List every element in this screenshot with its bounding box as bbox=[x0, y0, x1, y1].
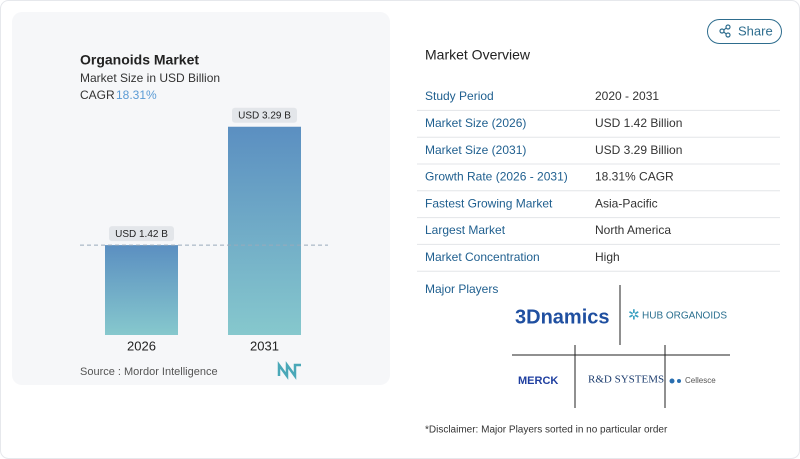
share-icon bbox=[719, 24, 731, 38]
row-label: Market Size (2026) bbox=[425, 116, 526, 130]
bar bbox=[228, 126, 301, 335]
row-value: 2020 - 2031 bbox=[595, 89, 659, 103]
cagr-value: 18.31% bbox=[116, 88, 157, 102]
row-label: Largest Market bbox=[425, 223, 506, 237]
chart-title: Organoids Market bbox=[80, 52, 199, 68]
logo-merck: MERCK bbox=[518, 375, 558, 387]
players-title: Major Players bbox=[425, 282, 498, 296]
row-value: North America bbox=[595, 223, 671, 237]
hub-icon: ✲ bbox=[628, 307, 640, 323]
value-label-box bbox=[109, 226, 174, 242]
row-label: Market Concentration bbox=[425, 250, 540, 264]
source: Source : Mordor Intelligence bbox=[80, 366, 218, 378]
row-value: Asia-Pacific bbox=[595, 196, 658, 210]
cellesce-icon bbox=[677, 379, 681, 383]
row-value: 18.31% CAGR bbox=[595, 170, 674, 184]
row-label: Market Size (2031) bbox=[425, 143, 526, 157]
chart-card bbox=[12, 12, 390, 385]
bar bbox=[105, 245, 178, 335]
chart-subtitle: Market Size in USD Billion bbox=[80, 71, 220, 85]
overview-title: Market Overview bbox=[425, 47, 531, 63]
value-label-box bbox=[232, 107, 297, 123]
row-value: USD 1.42 Billion bbox=[595, 116, 682, 130]
logo-3dnamics: 3Dnamics bbox=[515, 306, 610, 328]
row-value: USD 3.29 Billion bbox=[595, 143, 682, 157]
logo-grid bbox=[512, 285, 730, 408]
source-logo bbox=[277, 361, 301, 380]
value-label: USD 1.42 B bbox=[115, 229, 168, 240]
logo-hub-organoids: HUB ORGANOIDS bbox=[642, 311, 727, 322]
logo-rnd-systems: R&D SYSTEMS bbox=[588, 374, 664, 386]
logo-cellesce: Cellesce bbox=[685, 376, 716, 385]
row-value: High bbox=[595, 250, 620, 264]
disclaimer: *Disclaimer: Major Players sorted in no … bbox=[425, 425, 668, 436]
x-tick-label: 2031 bbox=[250, 338, 279, 353]
row-label: Growth Rate (2026 - 2031) bbox=[425, 170, 568, 184]
row-label: Fastest Growing Market bbox=[425, 196, 553, 210]
x-tick-label: 2026 bbox=[127, 338, 156, 353]
value-label: USD 3.29 B bbox=[238, 110, 291, 121]
row-label: Study Period bbox=[425, 89, 494, 103]
cellesce-icon bbox=[669, 378, 675, 384]
share-label[interactable]: Share bbox=[738, 23, 773, 38]
cagr-label: CAGR bbox=[80, 88, 115, 102]
